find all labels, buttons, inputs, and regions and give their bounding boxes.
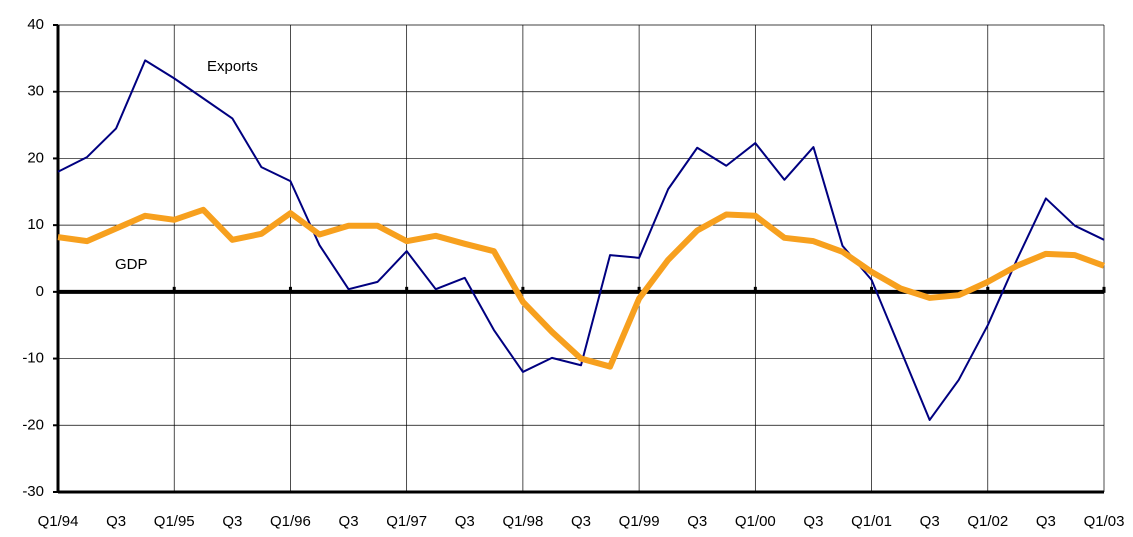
x-tick-label: Q3	[455, 513, 475, 530]
legend-label: Exports	[207, 58, 258, 75]
series-line	[57, 59, 1105, 421]
y-tick-label: -20	[22, 416, 44, 433]
x-tick-label: Q3	[803, 513, 823, 530]
x-tick-label: Q1/03	[1084, 513, 1125, 530]
y-tick-label: 30	[27, 83, 44, 100]
x-tick-label: Q1/99	[619, 513, 660, 530]
y-tick-label: -10	[22, 350, 44, 367]
x-tick-label: Q1/94	[38, 513, 79, 530]
y-tick-label: 10	[27, 216, 44, 233]
legend-label: GDP	[115, 256, 148, 273]
y-tick-label: 20	[27, 149, 44, 166]
y-tick-label: 40	[27, 16, 44, 33]
x-tick-label: Q3	[106, 513, 126, 530]
x-tick-label: Q1/96	[270, 513, 311, 530]
x-tick-label: Q3	[222, 513, 242, 530]
x-tick-label: Q1/95	[154, 513, 195, 530]
y-tick-label: 0	[36, 283, 44, 300]
x-tick-label: Q1/02	[967, 513, 1008, 530]
x-tick-label: Q1/00	[735, 513, 776, 530]
x-tick-label: Q3	[920, 513, 940, 530]
x-tick-label: Q3	[687, 513, 707, 530]
x-tick-label: Q1/97	[386, 513, 427, 530]
x-tick-label: Q3	[571, 513, 591, 530]
x-tick-label: Q1/01	[851, 513, 892, 530]
y-tick-label: -30	[22, 483, 44, 500]
series-line	[57, 206, 1106, 370]
x-tick-label: Q3	[339, 513, 359, 530]
x-tick-label: Q1/98	[502, 513, 543, 530]
x-tick-label: Q3	[1036, 513, 1056, 530]
